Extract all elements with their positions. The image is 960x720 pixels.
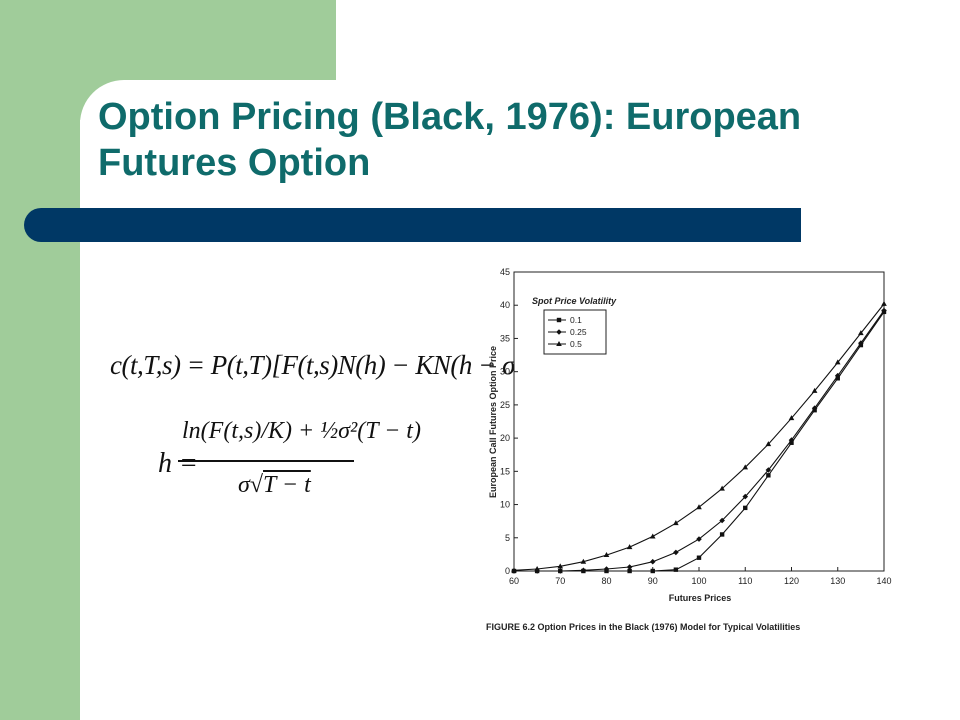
chart-svg: 60 70 80 90 100 110 120 130 140 0 5 10 15 20 25 30 35 40 4… [488,267,892,603]
y-tick-label: 45 [500,267,510,277]
legend-swatch-marker [556,317,562,323]
data-point-series-1 [696,555,702,560]
figure-caption: FIGURE 6.2 Option Prices in the Black (1… [486,622,801,632]
formula-fraction-bar [178,460,354,462]
formula-h-label: h = [158,448,198,479]
x-tick-label: 70 [555,576,565,586]
data-point-series-3 [742,464,749,470]
legend-swatch-marker [556,341,562,346]
y-tick-label: 30 [500,367,510,377]
data-point-series-2 [626,564,633,570]
data-point-series-3 [834,359,841,365]
data-point-series-3 [580,558,587,564]
data-point-series-3 [719,485,725,491]
data-point-series-2 [603,566,610,572]
y-tick-label: 15 [500,466,510,476]
data-point-series-3 [534,566,540,572]
x-tick-label: 90 [648,576,658,586]
data-point-series-1 [627,568,632,574]
x-tick-label: 80 [601,576,611,586]
data-point-series-3 [649,533,656,539]
data-point-series-1 [743,505,748,511]
data-point-series-2 [765,467,772,473]
formula-sqrt-term: T − t [263,472,311,498]
plot-area [513,271,885,572]
data-point-series-3 [603,552,610,558]
legend-box [543,309,607,355]
data-point-series-3 [557,563,564,569]
data-point-series-3 [626,544,633,550]
slide-title: Option Pricing (Black, 1976): European F… [98,96,802,184]
x-tick-label: 130 [830,576,845,586]
y-tick-label: 25 [500,400,510,410]
black-formula: c(t,T,s) = P(t,T)[F(t,s)N(h) − KN(h − σ√… [100,330,600,530]
y-tick-label: 20 [500,433,510,443]
data-point-series-3 [765,441,772,447]
x-tick-label: 60 [509,576,519,586]
y-tick-label: 10 [500,500,510,510]
legend-title: Spot Price Volatility [532,296,617,306]
data-point-series-3 [881,300,887,306]
y-tick-label: 40 [500,300,510,310]
formula-sigma: σ [238,472,250,498]
title-underline-bar [24,208,801,242]
x-tick-label: 100 [691,576,706,586]
x-tick-label: 110 [738,576,752,586]
formula-h-denominator: σ√T − t [238,472,311,498]
x-tick-label: 140 [876,576,891,586]
data-point-series-2 [673,549,679,556]
legend-entry-label: 0.25 [570,327,587,337]
accent-strip-left [0,0,80,720]
data-point-series-3 [788,415,795,421]
y-tick-label: 5 [505,533,510,543]
x-tick-label: 120 [784,576,799,586]
option-price-chart: 60 70 80 90 100 110 120 130 140 0 5 10 15 20 25 30 35 40 4… [484,262,904,642]
data-point-series-3 [858,330,864,336]
y-axis-label: European Call Futures Option Price [488,346,498,498]
formula-h-numerator: ln(F(t,s)/K) + ½σ²(T − t) [182,418,421,444]
data-point-series-3 [673,520,679,526]
data-point-series-1 [673,567,679,572]
y-tick-label: 35 [500,333,510,343]
data-point-series-3 [511,567,517,573]
y-tick-label: 0 [505,566,510,576]
data-point-series-1 [719,532,725,537]
data-point-series-1 [766,473,771,478]
legend-entry-label: 0.1 [570,315,582,325]
x-axis-label: Futures Prices [669,593,732,603]
data-point-series-1 [650,568,655,574]
data-point-series-3 [811,387,818,393]
data-point-series-2 [788,437,795,443]
legend-entry-label: 0.5 [570,339,582,349]
data-point-series-3 [696,504,702,510]
